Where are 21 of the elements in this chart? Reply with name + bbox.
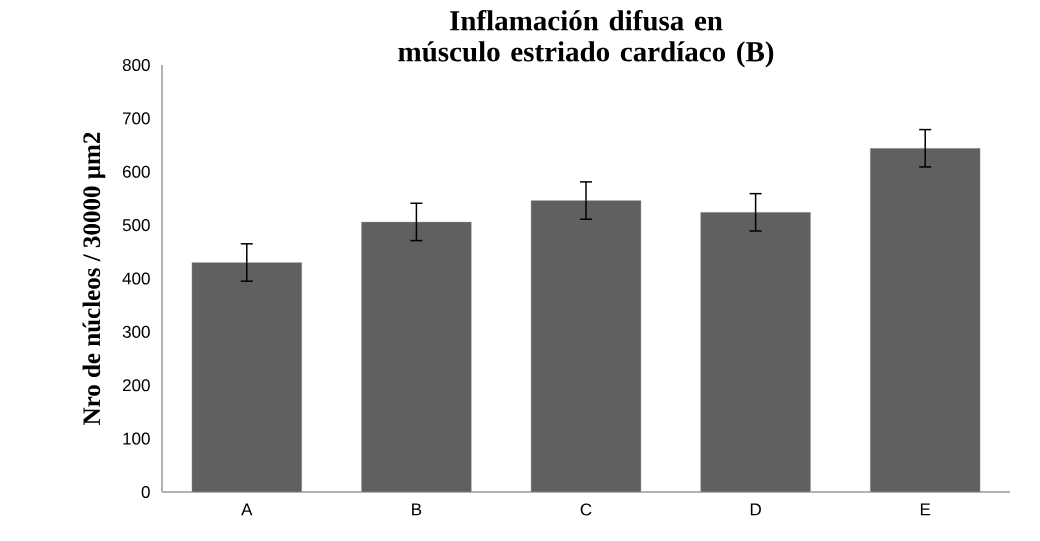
x-tick-label: C (580, 503, 592, 516)
y-tick-label: 600 (122, 165, 150, 178)
x-tick-label: A (241, 503, 253, 516)
y-tick-label: 100 (123, 432, 150, 445)
y-tick-label: 500 (122, 219, 150, 232)
y-tick-label: 800 (122, 58, 150, 72)
x-tick-label: B (412, 503, 422, 516)
y-tick-label: 200 (122, 379, 150, 392)
bar (870, 148, 981, 492)
y-axis-title: Nro de núcleos / 30000 µm2 (82, 132, 106, 425)
y-tick-label: 400 (122, 272, 150, 285)
y-tick-label: 0 (141, 485, 150, 499)
bar (700, 212, 811, 492)
y-tick-label: 700 (122, 112, 150, 125)
x-tick-label: D (750, 503, 761, 516)
y-tick-label: 300 (122, 325, 150, 338)
bar (191, 262, 303, 492)
bar (530, 200, 642, 492)
x-tick-label: E (920, 503, 931, 516)
chart-title: Inflamación difusa en músculo estriado cardíaco (B) (398, 9, 774, 68)
bar (361, 221, 472, 492)
